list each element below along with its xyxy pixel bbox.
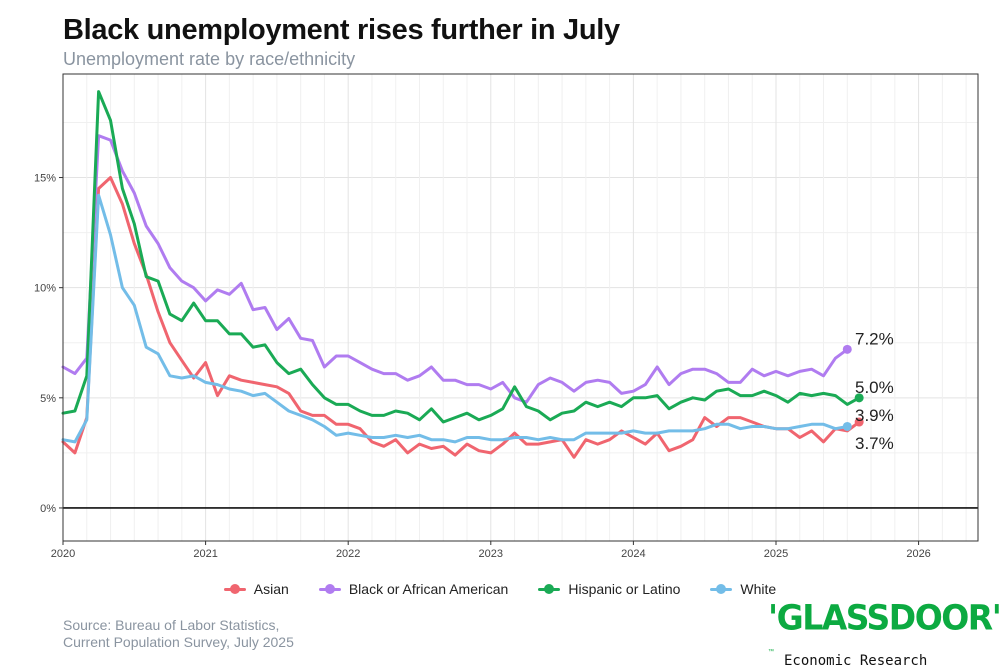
chart-title: Black unemployment rises further in July xyxy=(63,14,620,46)
y-axis-ticks: 0% 5% 10% 15% xyxy=(34,173,63,515)
legend-swatch-asian xyxy=(223,583,246,595)
y-tick-label: 0% xyxy=(40,503,56,515)
legend-label-white: White xyxy=(740,581,777,597)
series-line-black-or-african-american xyxy=(61,134,849,404)
x-tick-label: 2022 xyxy=(336,548,360,560)
brand-trademark: ™ xyxy=(768,649,774,655)
legend-swatch-hispanic xyxy=(538,583,561,595)
series-end-point-hispanic-or-latino xyxy=(854,393,864,403)
end-label: 5.0% xyxy=(855,378,894,397)
source-note: Source: Bureau of Labor Statistics, Curr… xyxy=(63,617,294,651)
x-tick-label: 2025 xyxy=(764,548,788,560)
legend: Asian Black or African American Hispanic… xyxy=(0,581,1000,597)
x-tick-label: 2021 xyxy=(193,548,217,560)
glassdoor-logo: 'GLASSDOOR' ™ Economic Research xyxy=(768,597,1000,669)
source-line-2: Current Population Survey, July 2025 xyxy=(63,634,294,650)
series-end-point-black-or-african-american xyxy=(842,344,852,354)
series-lines xyxy=(61,90,864,459)
legend-label-hispanic: Hispanic or Latino xyxy=(568,581,681,597)
legend-item-asian: Asian xyxy=(223,581,289,597)
y-tick-label: 15% xyxy=(34,173,56,185)
end-label: 3.9% xyxy=(855,406,894,425)
y-tick-label: 5% xyxy=(40,393,56,405)
series-end-point-asian xyxy=(854,417,864,427)
x-tick-label: 2023 xyxy=(479,548,503,560)
series-line-white xyxy=(61,193,849,444)
brand-subtitle: Economic Research xyxy=(784,653,928,669)
legend-item-black: Black or African American xyxy=(318,581,509,597)
y-tick-label: 10% xyxy=(34,283,56,295)
x-tick-label: 2024 xyxy=(621,548,645,560)
end-label: 7.2% xyxy=(855,329,894,348)
gridlines xyxy=(62,74,978,541)
x-axis-ticks: 2020 2021 2022 2023 2024 2025 2026 xyxy=(51,541,931,560)
legend-item-white: White xyxy=(710,581,776,597)
legend-label-asian: Asian xyxy=(253,581,289,597)
plot-border xyxy=(62,73,979,542)
chart-subtitle: Unemployment rate by race/ethnicity xyxy=(63,49,356,69)
series-end-point-white xyxy=(842,421,852,431)
series-line-hispanic-or-latino xyxy=(61,90,861,424)
source-line-1: Source: Bureau of Labor Statistics, xyxy=(63,617,280,633)
x-tick-label: 2020 xyxy=(51,548,75,560)
legend-swatch-white xyxy=(710,583,733,595)
end-label: 3.7% xyxy=(855,434,894,453)
legend-item-hispanic: Hispanic or Latino xyxy=(538,581,680,597)
brand-name: 'GLASSDOOR' xyxy=(768,597,1000,638)
legend-label-black: Black or African American xyxy=(348,581,509,597)
legend-swatch-black xyxy=(318,583,341,595)
x-tick-label: 2026 xyxy=(906,548,930,560)
end-labels: 7.2% 5.0% 3.9% 3.7% xyxy=(855,329,894,452)
